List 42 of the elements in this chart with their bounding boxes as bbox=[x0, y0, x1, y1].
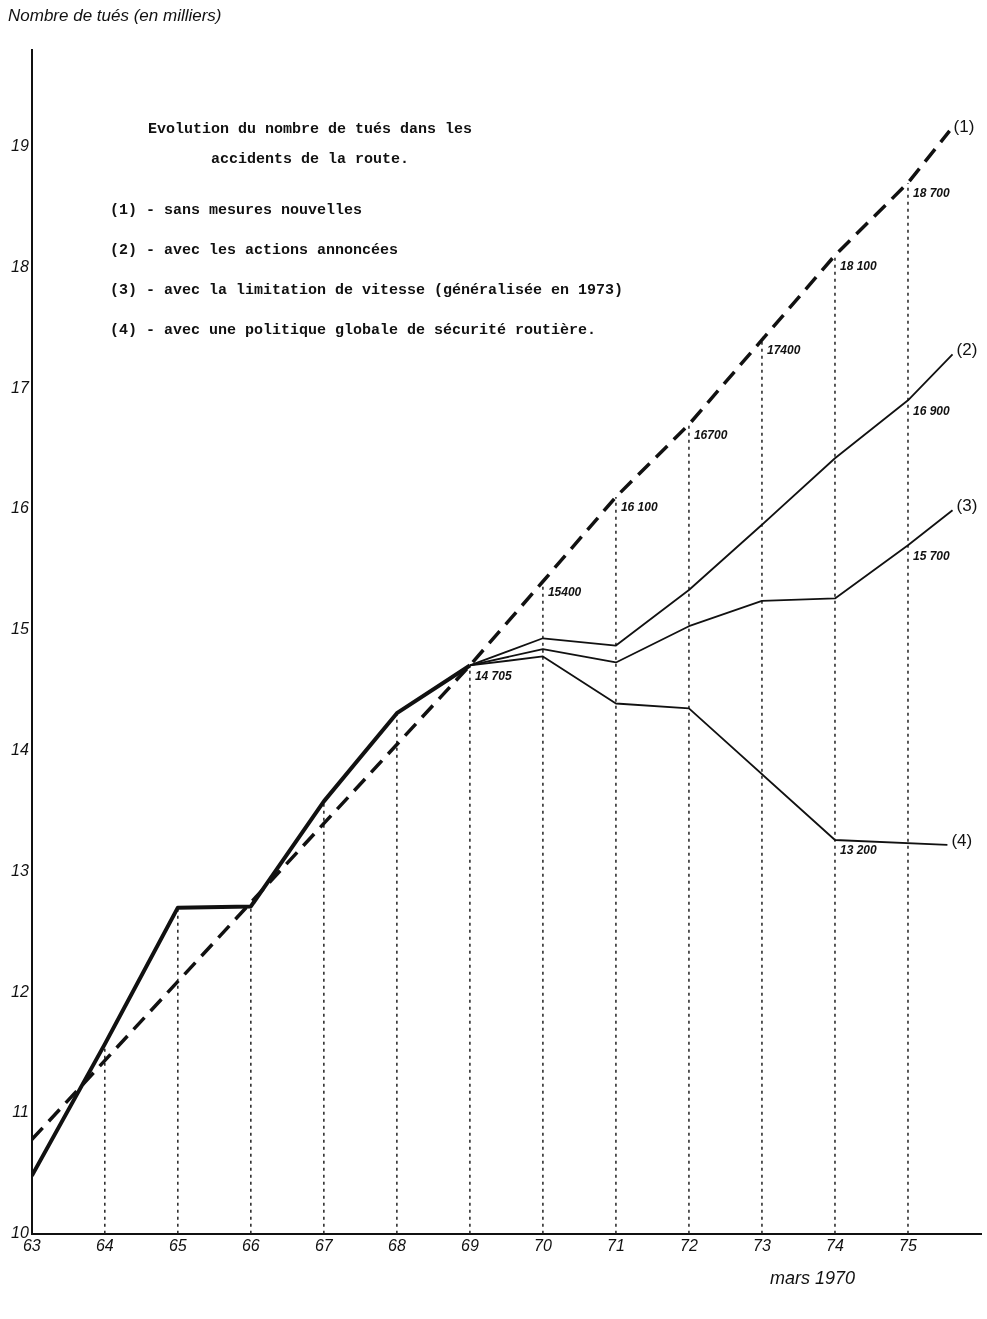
y-tick-label: 17 bbox=[11, 378, 30, 396]
y-tick-label: 19 bbox=[11, 137, 29, 155]
series-label: (4) bbox=[951, 830, 973, 850]
x-tick-label: 64 bbox=[95, 1236, 114, 1254]
x-tick-label: 67 bbox=[314, 1236, 334, 1254]
annotation: (3) - avec la limitation de vitesse (généralisée en 1973) bbox=[110, 281, 624, 301]
x-tick-label: 68 bbox=[387, 1236, 406, 1254]
annotation: 15400 bbox=[547, 584, 582, 599]
text: Evolution du nombre de tués dans les accidents de la route. bbox=[146, 120, 474, 170]
annotation: (4) - avec une politique globale de sécurité routière. bbox=[110, 321, 598, 341]
y-tick-label: 11 bbox=[12, 1103, 29, 1121]
annotation: 18 700 bbox=[912, 186, 951, 201]
x-tick-label: 70 bbox=[534, 1236, 552, 1254]
x-tick-label: 65 bbox=[168, 1236, 187, 1254]
annotation: (1) - sans mesures nouvelles bbox=[110, 201, 364, 221]
series-label: (3) bbox=[956, 495, 978, 515]
annotation: (2) - avec les actions annoncées bbox=[110, 241, 400, 261]
x-tick-label: 73 bbox=[753, 1236, 771, 1254]
annotation: 16 100 bbox=[620, 500, 658, 515]
y-tick-label: 12 bbox=[11, 982, 29, 1000]
annotation: 15 700 bbox=[912, 548, 951, 563]
annotation: 13 200 bbox=[839, 843, 877, 858]
x-tick-label: 72 bbox=[680, 1236, 698, 1254]
text: mars 1970 bbox=[770, 1268, 856, 1289]
annotation: 16700 bbox=[693, 427, 728, 442]
x-tick-label: 69 bbox=[460, 1236, 479, 1254]
y-tick-label: 16 bbox=[11, 499, 29, 517]
annotation: 16 900 bbox=[912, 403, 951, 418]
x-tick-label: 66 bbox=[241, 1236, 260, 1254]
annotation: 18 100 bbox=[839, 258, 877, 273]
y-tick-label: 14 bbox=[11, 741, 29, 759]
series-label: (1) bbox=[953, 116, 975, 136]
annotation: 14 705 bbox=[474, 668, 512, 683]
x-tick-label: 71 bbox=[607, 1236, 625, 1254]
series-label: (2) bbox=[956, 340, 978, 360]
x-tick-label: 74 bbox=[826, 1236, 844, 1254]
annotation: 17400 bbox=[766, 343, 801, 358]
x-tick-label: 75 bbox=[899, 1236, 917, 1254]
y-axis-title: Nombre de tués (en milliers) bbox=[8, 6, 222, 26]
y-tick-label: 15 bbox=[11, 620, 29, 638]
y-tick-label: 18 bbox=[11, 257, 29, 275]
y-tick-label: 13 bbox=[11, 861, 29, 879]
